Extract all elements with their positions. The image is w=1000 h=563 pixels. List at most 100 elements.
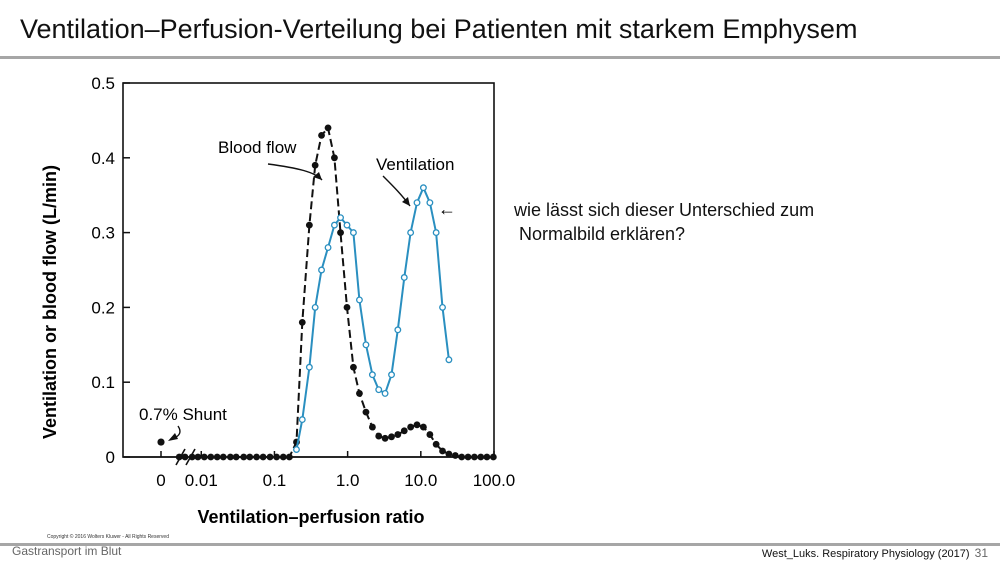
source-citation: West_Luks. Respiratory Physiology (2017): [761, 548, 970, 560]
blood-flow-point: [318, 131, 325, 139]
ventilation-point: [362, 341, 370, 349]
x-tick-label-zero: 0: [156, 471, 165, 490]
footer-divider: [0, 543, 1000, 546]
blood-flow-point: [232, 453, 240, 461]
blood-flow-point: [362, 408, 370, 416]
blood-flow-point: [213, 453, 221, 461]
ventilation-series-line: [295, 186, 450, 450]
blood-flow-point: [350, 363, 357, 371]
x-tick-label: 0.01: [185, 471, 218, 490]
ventilation-point: [324, 244, 332, 252]
blood-flow-point: [305, 221, 313, 229]
y-tick-label: 0.1: [91, 373, 115, 392]
shunt-arrowhead: [168, 433, 178, 441]
blood-flow-point: [219, 453, 227, 461]
blood-flow-point: [246, 453, 254, 461]
ventilation-point: [439, 303, 446, 311]
ventilation-point: [349, 229, 357, 237]
blood-flow-point: [194, 453, 202, 461]
vq-distribution-chart: 0 0.1 0.2 0.3 0.4 0.5 0 0.01 0.1 1.0 10.0 100.0 Ve…: [40, 74, 516, 540]
x-tick-label: 10.0: [404, 471, 437, 490]
blood-flow-point: [200, 453, 208, 461]
ventilation-point: [388, 371, 395, 379]
blood-flow-point: [207, 453, 215, 461]
ventilation-point: [413, 199, 421, 207]
title-divider: [0, 56, 1000, 59]
blood-flow-point: [324, 124, 332, 132]
x-tick-label: 100.0: [473, 471, 516, 490]
blood-flow-point: [445, 450, 453, 458]
footer-source: West_Luks. Respiratory Physiology (2017)…: [762, 546, 988, 560]
ventilation-point: [445, 356, 453, 364]
blood-flow-point: [181, 453, 189, 461]
ventilation-point: [355, 296, 363, 304]
left-arrow-icon: ←: [438, 199, 456, 219]
slide-title: Ventilation–Perfusion-Verteilung bei Pat…: [20, 14, 858, 44]
ventilation-point: [305, 363, 313, 371]
blood-flow-point: [175, 453, 183, 461]
blood-flow-point: [400, 427, 408, 435]
blood-flow-point: [240, 453, 248, 461]
ventilation-point: [381, 389, 389, 397]
x-tick-label: 1.0: [336, 471, 360, 490]
blood-flow-label: Blood flow: [218, 138, 297, 157]
blood-flow-point: [343, 304, 351, 311]
ventilation-point: [400, 274, 408, 281]
y-tick-label: 0.3: [91, 224, 115, 243]
ventilation-point: [375, 386, 383, 394]
ventilation-point: [293, 446, 300, 453]
ventilation-point: [419, 184, 427, 192]
blood-flow-point: [356, 390, 363, 397]
blood-flow-point: [337, 229, 344, 237]
blood-flow-point: [407, 423, 415, 431]
y-tick-label: 0.2: [91, 298, 115, 317]
ventilation-point: [426, 199, 434, 207]
blood-flow-point: [471, 453, 478, 461]
blood-flow-point: [331, 154, 338, 162]
blood-flow-point: [413, 421, 421, 429]
page-number: 31: [974, 546, 988, 560]
x-axis-label: Ventilation–perfusion ratio: [197, 507, 424, 527]
blood-flow-point: [420, 423, 427, 431]
blood-flow-point: [253, 453, 260, 461]
blood-flow-point: [369, 423, 376, 431]
blood-flow-point: [451, 452, 459, 459]
ventilation-point: [298, 416, 306, 424]
blood-flow-point: [266, 453, 274, 461]
blood-flow-point: [285, 453, 293, 461]
blood-flow-point: [439, 447, 446, 455]
ventilation-point: [432, 229, 440, 237]
blood-flow-point: [226, 453, 234, 461]
blood-flow-point: [432, 440, 440, 448]
ventilation-point: [368, 371, 376, 379]
copyright-note: Copyright © 2016 Wolters Kluwer - All Ri…: [47, 533, 169, 540]
y-axis-label: Ventilation or blood flow (L/min): [40, 165, 60, 439]
ventilation-point: [330, 221, 338, 229]
y-tick-label: 0.5: [91, 74, 115, 93]
blood-flow-point: [311, 161, 319, 169]
y-tick-label: 0: [106, 448, 115, 467]
blood-flow-point: [388, 433, 395, 441]
blood-flow-point: [477, 453, 485, 461]
ventilation-point: [318, 266, 325, 274]
question-line-2: Normalbild erklären?: [519, 224, 686, 244]
question-text: wie lässt sich dieser Unterschied zum No…: [514, 198, 814, 246]
blood-flow-point: [426, 431, 434, 438]
blood-flow-point: [298, 318, 306, 326]
y-tick-label: 0.4: [91, 149, 115, 168]
ventilation-point: [337, 214, 344, 222]
blood-flow-point: [458, 453, 466, 461]
ventilation-point: [407, 229, 415, 237]
blood-flow-point: [259, 453, 267, 461]
ventilation-arrowhead: [402, 197, 410, 206]
blood-flow-point: [394, 431, 402, 438]
blood-flow-point: [489, 453, 497, 461]
ventilation-point: [394, 326, 402, 334]
shunt-point: [157, 438, 165, 446]
ventilation-point: [343, 221, 351, 229]
blood-flow-point: [483, 453, 491, 461]
ventilation-label: Ventilation: [376, 155, 454, 174]
ventilation-point: [311, 303, 319, 311]
blood-flow-point: [273, 453, 280, 461]
blood-flow-point: [279, 453, 287, 461]
